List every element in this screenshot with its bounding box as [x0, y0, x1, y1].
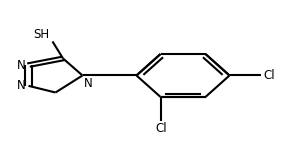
Text: N: N: [17, 59, 26, 72]
Text: N: N: [17, 79, 26, 92]
Text: Cl: Cl: [263, 69, 275, 82]
Text: SH: SH: [33, 28, 50, 41]
Text: Cl: Cl: [155, 122, 167, 135]
Text: N: N: [84, 77, 93, 90]
